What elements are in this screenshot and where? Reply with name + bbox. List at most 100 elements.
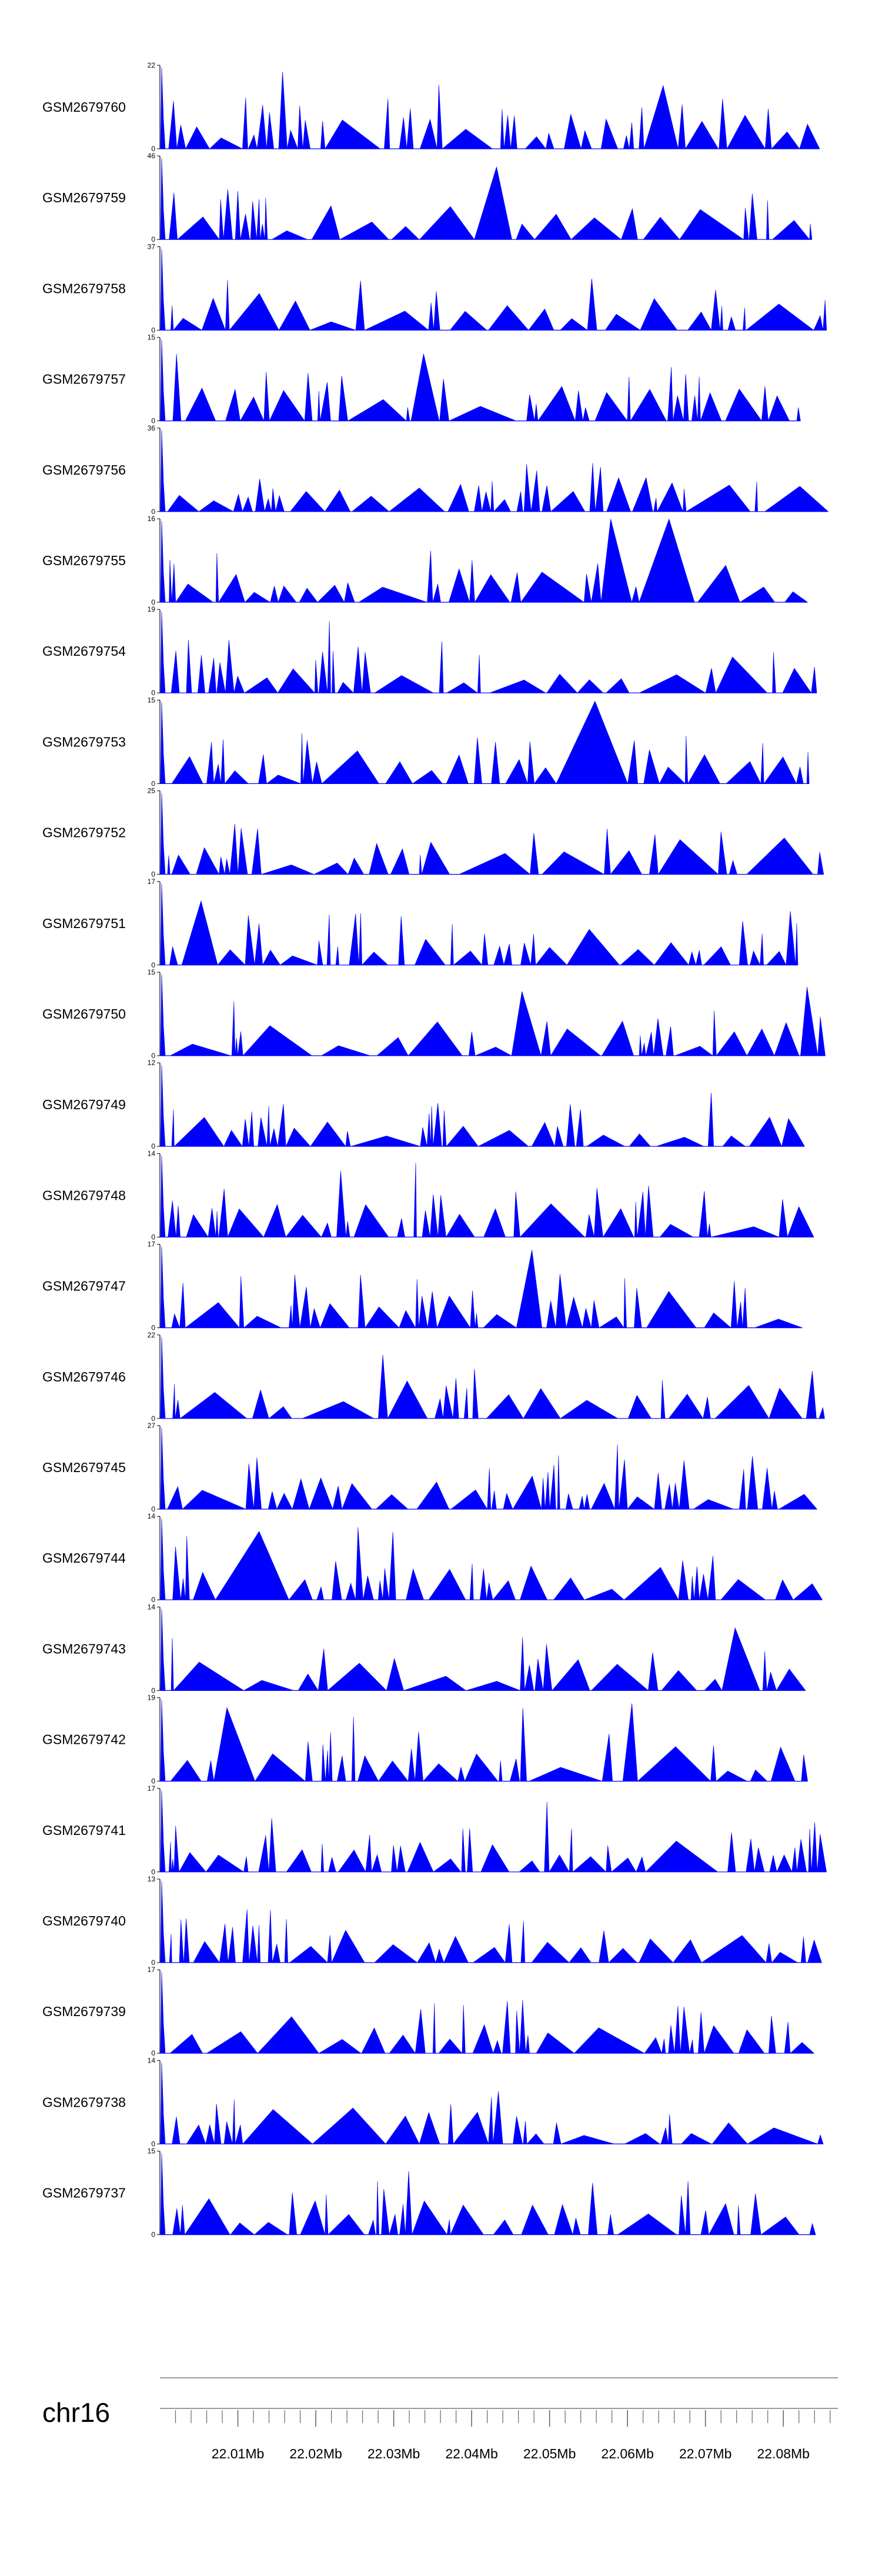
- track-label: GSM2679752: [42, 825, 126, 840]
- track-label: GSM2679744: [42, 1550, 126, 1566]
- y-max-label: 13: [148, 1875, 156, 1883]
- y-min-label: 0: [151, 508, 155, 516]
- coverage-area: [160, 883, 799, 966]
- coverage-area: [160, 339, 801, 422]
- y-min-label: 0: [151, 2140, 155, 2148]
- y-min-label: 0: [151, 1324, 155, 1332]
- x-tick-label: 22.06Mb: [601, 2446, 654, 2461]
- track-GSM2679757: GSM2679757 15 0: [42, 333, 801, 425]
- tracks-layer: GSM2679760220GSM2679759460GSM2679758370G…: [42, 61, 829, 2239]
- track-label: GSM2679754: [42, 643, 126, 659]
- y-min-label: 0: [151, 1052, 155, 1060]
- y-max-label: 17: [148, 1240, 156, 1249]
- y-min-label: 0: [151, 417, 155, 425]
- track-label: GSM2679755: [42, 553, 126, 568]
- coverage-area: [160, 430, 829, 512]
- coverage-area: [160, 1881, 822, 1964]
- y-max-label: 19: [148, 1694, 156, 1702]
- track-GSM2679737: GSM2679737 15 0: [42, 2147, 816, 2239]
- genome-axis: chr16 22.01Mb 22.02Mb 22.03Mb 22.04Mb 22.05M…: [42, 2377, 838, 2461]
- coverage-area: [160, 1790, 827, 1873]
- track-label: GSM2679739: [42, 2004, 126, 2019]
- track-label: GSM2679749: [42, 1097, 126, 1112]
- track-label: GSM2679748: [42, 1187, 126, 1203]
- y-max-label: 37: [148, 242, 156, 251]
- coverage-area: [160, 700, 810, 785]
- y-min-label: 0: [151, 1414, 155, 1423]
- y-max-label: 46: [148, 152, 156, 160]
- y-min-label: 0: [151, 1233, 155, 1241]
- x-tick-label: 22.07Mb: [679, 2446, 732, 2461]
- chromosome-label: chr16: [42, 2397, 110, 2428]
- track-GSM2679739: GSM2679739 17 0: [42, 1966, 815, 2057]
- track-label: GSM2679738: [42, 2094, 126, 2110]
- y-min-label: 0: [151, 689, 155, 697]
- y-max-label: 14: [148, 1603, 156, 1611]
- x-tick-label: 22.01Mb: [212, 2446, 265, 2461]
- x-tick-label: 22.03Mb: [368, 2446, 420, 2461]
- y-min-label: 0: [151, 1686, 155, 1694]
- track-label: GSM2679740: [42, 1913, 126, 1928]
- track-GSM2679745: GSM2679745 27 0: [42, 1422, 818, 1513]
- track-GSM2679747: GSM2679747 17 0: [42, 1240, 803, 1332]
- track-label: GSM2679751: [42, 916, 126, 931]
- coverage-area: [160, 1337, 825, 1419]
- y-max-label: 12: [148, 1059, 156, 1067]
- coverage-area: [160, 1972, 815, 2054]
- coverage-area: [160, 249, 827, 331]
- y-max-label: 36: [148, 424, 156, 432]
- y-max-label: 22: [148, 61, 156, 69]
- y-max-label: 15: [148, 696, 156, 704]
- track-GSM2679741: GSM2679741 17 0: [42, 1784, 827, 1876]
- track-GSM2679750: GSM2679750 15 0: [42, 968, 826, 1060]
- coverage-area: [160, 2153, 816, 2235]
- track-label: GSM2679737: [42, 2185, 126, 2201]
- y-max-label: 15: [148, 2147, 156, 2155]
- y-max-label: 27: [148, 1422, 156, 1430]
- track-label: GSM2679760: [42, 99, 126, 115]
- x-tick-label: 22.02Mb: [289, 2446, 342, 2461]
- track-GSM2679748: GSM2679748 14 0: [42, 1149, 814, 1241]
- y-min-label: 0: [151, 1777, 155, 1786]
- track-GSM2679742: GSM2679742 19 0: [42, 1694, 808, 1786]
- y-min-label: 0: [151, 1505, 155, 1513]
- x-tick-label: 22.08Mb: [757, 2446, 810, 2461]
- track-GSM2679754: GSM2679754 19 0: [42, 605, 817, 697]
- track-GSM2679755: GSM2679755 16 0: [42, 515, 808, 606]
- y-max-label: 22: [148, 1331, 156, 1339]
- track-GSM2679738: GSM2679738 14 0: [42, 2056, 824, 2148]
- coverage-area: [160, 2063, 824, 2145]
- y-max-label: 16: [148, 515, 156, 523]
- track-GSM2679756: GSM2679756 36 0: [42, 424, 829, 516]
- coverage-area: [160, 1246, 803, 1329]
- y-max-label: 15: [148, 333, 156, 342]
- track-label: GSM2679750: [42, 1006, 126, 1022]
- y-min-label: 0: [151, 145, 155, 153]
- track-label: GSM2679745: [42, 1460, 126, 1475]
- track-label: GSM2679758: [42, 281, 126, 296]
- track-label: GSM2679746: [42, 1369, 126, 1384]
- track-GSM2679749: GSM2679749 12 0: [42, 1059, 805, 1150]
- y-min-label: 0: [151, 1142, 155, 1150]
- x-tick-label: 22.04Mb: [445, 2446, 498, 2461]
- track-GSM2679758: GSM2679758 37 0: [42, 242, 827, 334]
- coverage-area: [160, 612, 817, 694]
- coverage-area: [160, 67, 820, 150]
- y-max-label: 17: [148, 1966, 156, 1974]
- coverage-area: [160, 1700, 808, 1782]
- coverage-area: [160, 1519, 823, 1601]
- y-max-label: 17: [148, 877, 156, 886]
- track-GSM2679740: GSM2679740 13 0: [42, 1875, 822, 1967]
- track-label: GSM2679756: [42, 462, 126, 478]
- track-GSM2679759: GSM2679759 46 0: [42, 152, 813, 243]
- y-min-label: 0: [151, 598, 155, 606]
- y-min-label: 0: [151, 1958, 155, 1967]
- y-max-label: 25: [148, 787, 156, 795]
- y-min-label: 0: [151, 1868, 155, 1876]
- y-min-label: 0: [151, 326, 155, 334]
- track-label: GSM2679759: [42, 190, 126, 205]
- track-label: GSM2679757: [42, 372, 126, 387]
- y-max-label: 14: [148, 2056, 156, 2064]
- track-label: GSM2679743: [42, 1641, 126, 1656]
